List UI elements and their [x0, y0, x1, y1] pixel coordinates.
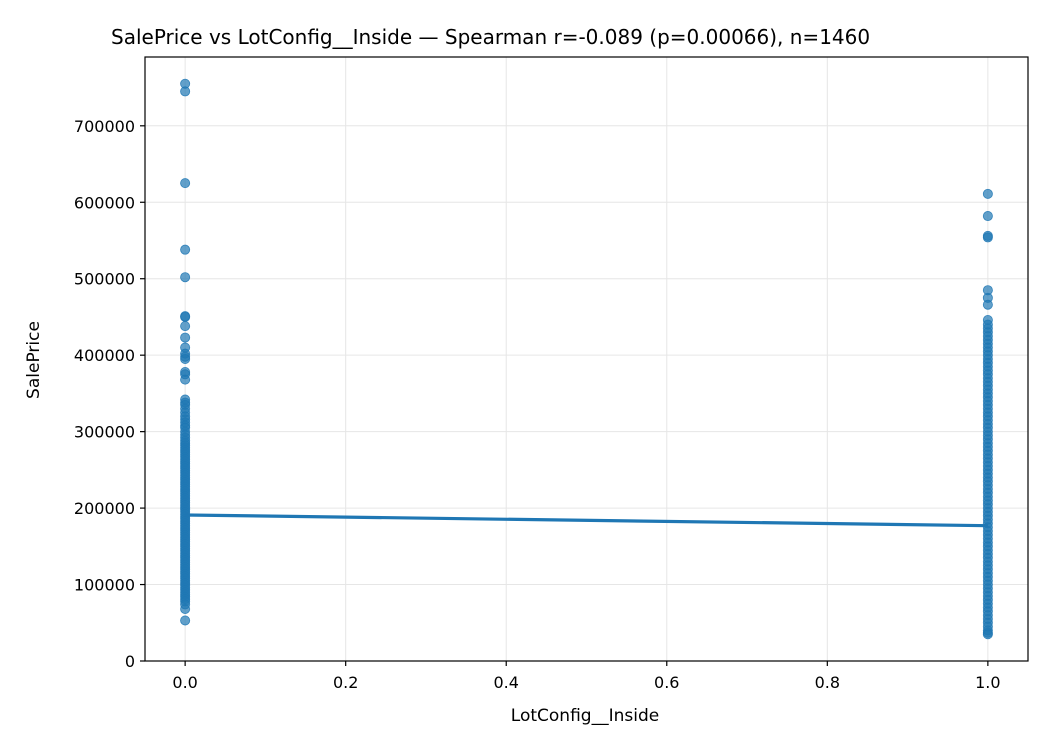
- x-axis-ticks: 0.0 0.2 0.4 0.6 0.8 1.0: [172, 661, 1001, 692]
- x-tick-label: 0.6: [654, 673, 679, 692]
- y-tick-label: 500000: [74, 270, 135, 289]
- data-point: [180, 244, 191, 255]
- data-point: [180, 86, 191, 97]
- x-tick-label: 0.0: [172, 673, 197, 692]
- data-point: [180, 332, 191, 343]
- y-tick-label: 200000: [74, 499, 135, 518]
- y-axis-label: SalePrice: [24, 321, 44, 399]
- data-point: [982, 232, 993, 243]
- trend-line: [185, 513, 988, 528]
- data-point: [180, 374, 191, 385]
- x-tick-label: 1.0: [975, 673, 1000, 692]
- data-point: [982, 188, 993, 199]
- chart-title: SalePrice vs LotConfig__Inside — Spearma…: [111, 25, 870, 49]
- data-point: [982, 211, 993, 222]
- data-point: [180, 321, 191, 332]
- y-tick-label: 400000: [74, 346, 135, 365]
- plot-area-frame: [144, 56, 1029, 662]
- y-tick-label: 300000: [74, 423, 135, 442]
- y-tick-label: 0: [125, 652, 135, 671]
- data-point: [180, 178, 191, 189]
- data-point: [180, 353, 191, 364]
- x-tick-label: 0.8: [815, 673, 840, 692]
- y-tick-label: 600000: [74, 193, 135, 212]
- data-point: [982, 299, 993, 310]
- grid-layer: [145, 57, 1028, 662]
- trend-layer: [185, 513, 988, 528]
- data-point: [180, 311, 191, 322]
- x-tick-label: 0.4: [494, 673, 519, 692]
- data-point: [180, 272, 191, 283]
- x-tick-label: 0.2: [333, 673, 358, 692]
- y-tick-label: 700000: [74, 117, 135, 136]
- data-point: [180, 615, 191, 626]
- x-axis-label: LotConfig__Inside: [511, 706, 659, 726]
- data-point: [180, 604, 191, 615]
- y-axis-ticks: 0 100000 200000 300000 400000 500000 600000 700…: [74, 117, 145, 671]
- data-point: [982, 629, 993, 640]
- points-layer: [180, 78, 993, 640]
- y-tick-label: 100000: [74, 576, 135, 595]
